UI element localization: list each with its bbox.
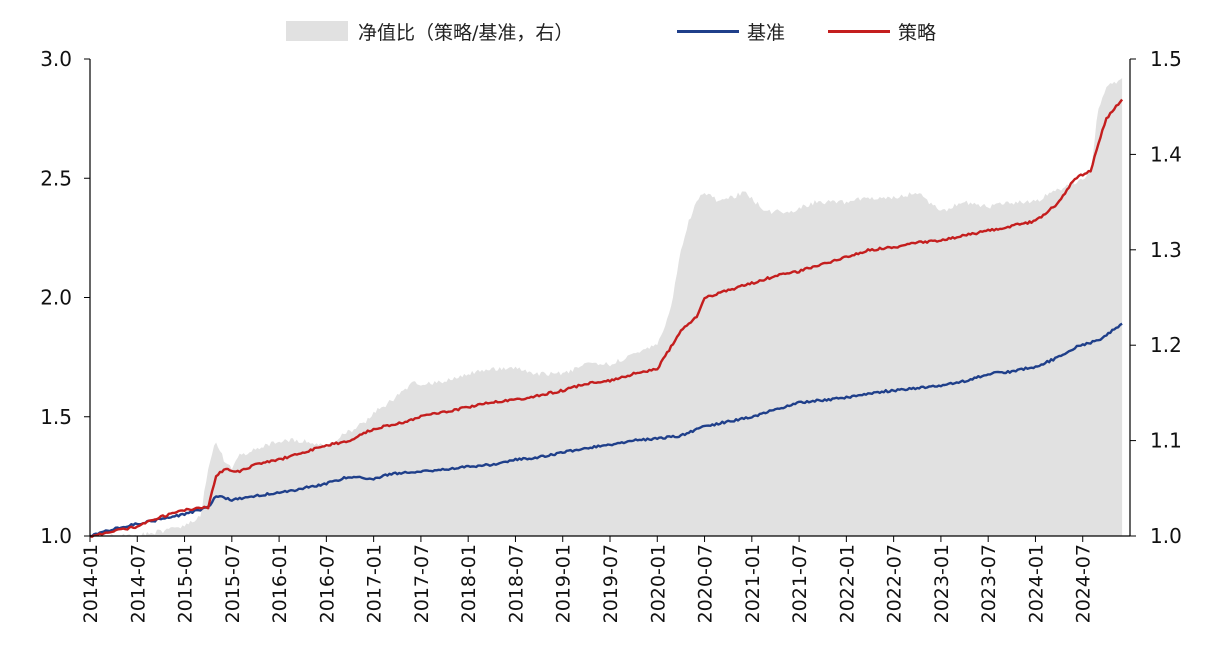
x-tick-label: 2018-01 [458, 544, 480, 623]
y-right-tick-label: 1.3 [1150, 238, 1182, 262]
x-tick-label: 2016-07 [316, 544, 338, 623]
x-tick-label: 2019-07 [600, 544, 622, 623]
x-tick-label: 2016-01 [269, 544, 291, 623]
legend-swatch-ratio [286, 21, 348, 41]
legend-swatch-benchmark [677, 29, 739, 33]
y-left-tick-label: 1.5 [40, 405, 72, 429]
x-tick-label: 2017-07 [411, 544, 433, 623]
y-left-tick-label: 2.5 [40, 166, 72, 190]
x-tick-label: 2018-07 [505, 544, 527, 623]
legend-label-ratio: 净值比（策略/基准，右） [358, 21, 574, 44]
legend-item-benchmark: 基准 [677, 14, 785, 48]
y-right-tick-label: 1.5 [1150, 47, 1182, 71]
x-tick-label: 2015-07 [222, 544, 244, 623]
series-benchmark-line [89, 322, 1123, 538]
legend-swatch-strategy [828, 29, 890, 33]
x-tick-label: 2023-07 [978, 544, 1000, 623]
legend-label-strategy: 策略 [898, 21, 937, 44]
y-right-tick-label: 1.4 [1150, 142, 1182, 166]
x-tick-label: 2014-01 [80, 544, 102, 623]
legend-label-benchmark: 基准 [747, 21, 786, 44]
x-tick-label: 2022-07 [884, 544, 906, 623]
series-ratio-area [90, 78, 1123, 536]
x-tick-label: 2024-01 [1025, 544, 1047, 623]
chart-legend: 净值比（策略/基准，右） 基准 策略 [0, 14, 1209, 48]
legend-item-strategy: 策略 [828, 14, 936, 48]
x-tick-label: 2020-07 [695, 544, 717, 623]
y-left-tick-label: 1.0 [40, 524, 72, 548]
y-left-tick-label: 3.0 [40, 47, 72, 71]
x-tick-label: 2017-01 [364, 544, 386, 623]
y-left-tick-label: 2.0 [40, 286, 72, 310]
x-tick-label: 2021-07 [789, 544, 811, 623]
legend-item-ratio: 净值比（策略/基准，右） [286, 14, 573, 48]
x-tick-label: 2022-01 [836, 544, 858, 623]
x-tick-label: 2023-01 [931, 544, 953, 623]
y-right-tick-label: 1.1 [1150, 429, 1182, 453]
x-tick-label: 2024-07 [1073, 544, 1095, 623]
x-tick-label: 2021-01 [742, 544, 764, 623]
x-tick-label: 2020-01 [647, 544, 669, 623]
y-right-tick-label: 1.0 [1150, 524, 1182, 548]
x-tick-label: 2019-01 [553, 544, 575, 623]
x-tick-label: 2015-01 [175, 544, 197, 623]
x-tick-label: 2014-07 [127, 544, 149, 623]
y-right-tick-label: 1.2 [1150, 333, 1182, 357]
series-strategy-line [89, 98, 1124, 538]
